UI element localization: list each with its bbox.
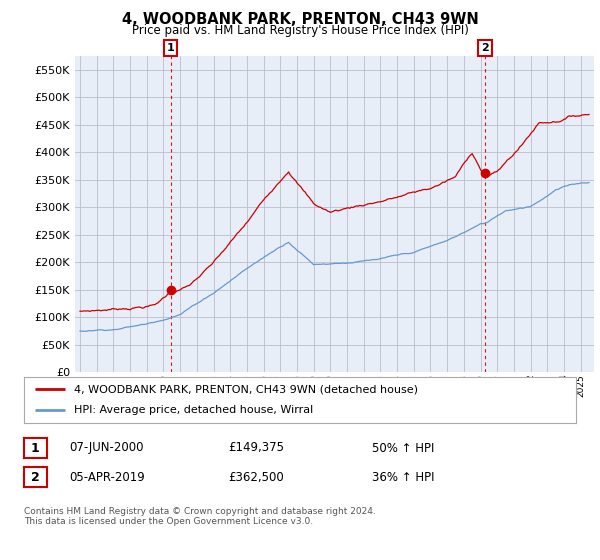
Text: £149,375: £149,375 [228,441,284,455]
Text: HPI: Average price, detached house, Wirral: HPI: Average price, detached house, Wirr… [74,405,313,416]
Text: 4, WOODBANK PARK, PRENTON, CH43 9WN: 4, WOODBANK PARK, PRENTON, CH43 9WN [122,12,478,27]
Text: Price paid vs. HM Land Registry's House Price Index (HPI): Price paid vs. HM Land Registry's House … [131,24,469,36]
Text: Contains HM Land Registry data © Crown copyright and database right 2024.
This d: Contains HM Land Registry data © Crown c… [24,507,376,526]
Text: 2: 2 [31,470,40,484]
Text: 2: 2 [481,43,489,53]
Text: 36% ↑ HPI: 36% ↑ HPI [372,470,434,484]
Text: 05-APR-2019: 05-APR-2019 [69,470,145,484]
Text: 07-JUN-2000: 07-JUN-2000 [69,441,143,455]
Text: 4, WOODBANK PARK, PRENTON, CH43 9WN (detached house): 4, WOODBANK PARK, PRENTON, CH43 9WN (det… [74,384,418,394]
Text: 50% ↑ HPI: 50% ↑ HPI [372,441,434,455]
Text: 1: 1 [167,43,175,53]
Text: 1: 1 [31,441,40,455]
Text: £362,500: £362,500 [228,470,284,484]
